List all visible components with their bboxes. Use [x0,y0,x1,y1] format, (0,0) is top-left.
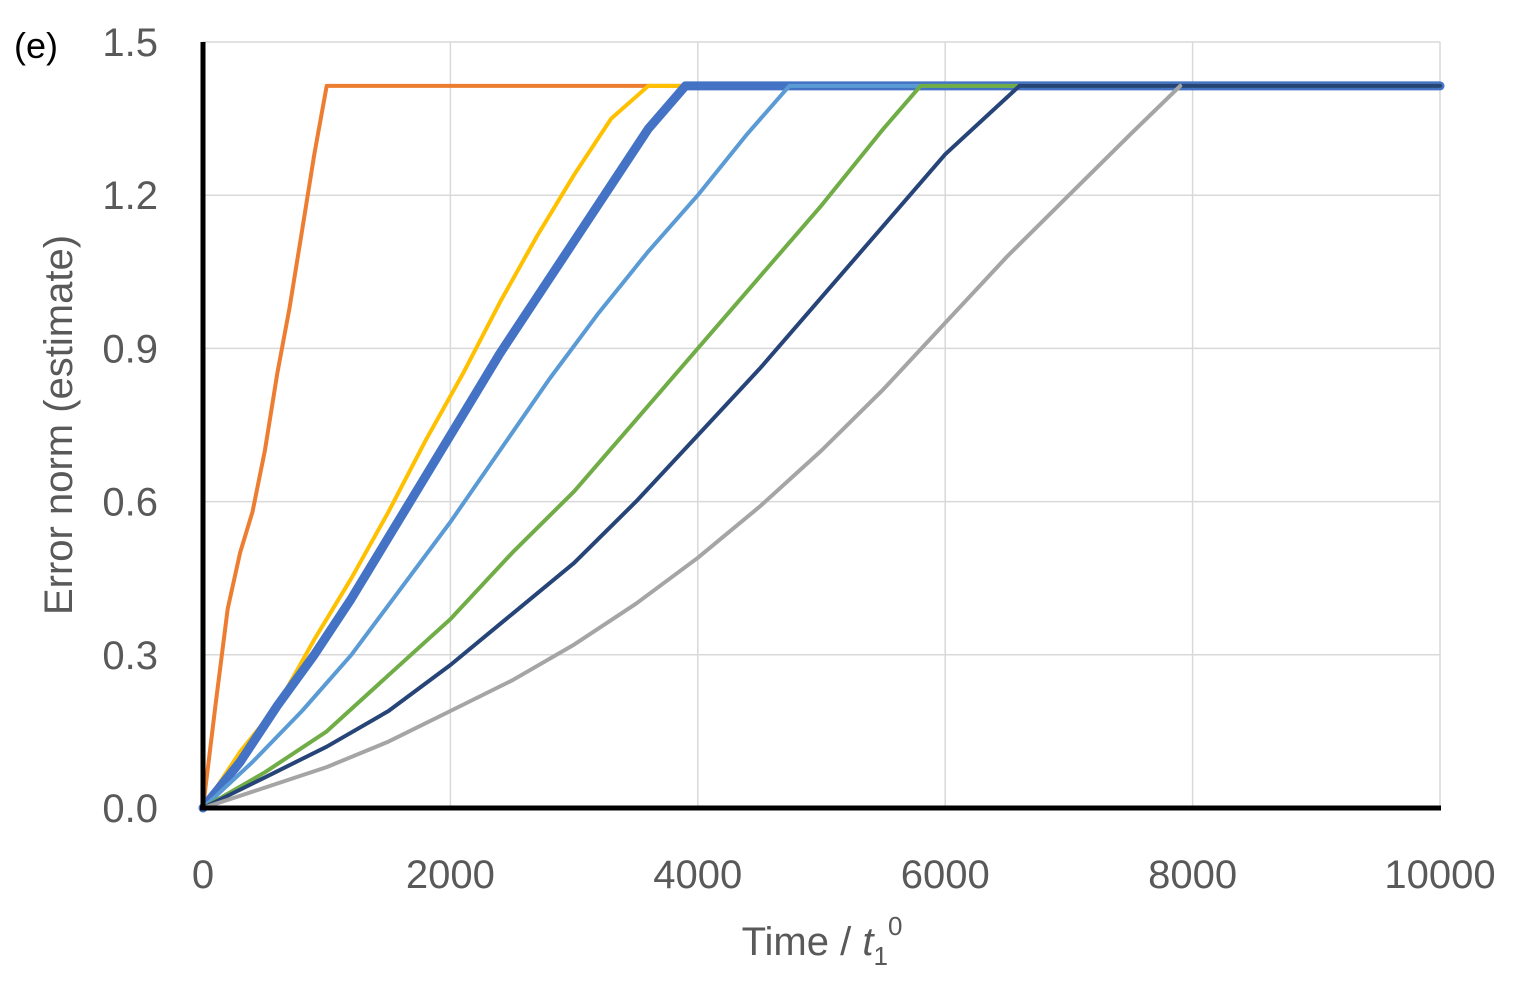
series-line-6 [201,83,1442,810]
series-line-2 [201,83,1442,810]
y-tick-label: 1.5 [102,21,158,65]
x-tick-label: 4000 [653,853,742,897]
x-axis-title-prefix: Time / [742,920,863,964]
panel-label: (e) [14,25,58,66]
x-tick-label: 2000 [406,853,495,897]
series-line-4 [201,83,1442,810]
series-line-3 [198,81,1445,813]
x-tick-label: 8000 [1148,853,1237,897]
series-line-5 [201,83,1442,810]
series-line-1 [201,83,1442,810]
x-tick-label: 10000 [1384,853,1495,897]
x-tick-label: 6000 [901,853,990,897]
y-tick-label: 0.0 [102,787,158,831]
gridlines [202,41,1441,809]
series-line-7 [201,83,1183,810]
x-axis-title-superscript: 0 [888,911,902,941]
plot-series [198,81,1445,813]
y-tick-label: 1.2 [102,174,158,218]
axes [200,42,1441,811]
x-axis-title: Time / t10 [742,911,903,971]
x-axis-title-subscript: 1 [873,941,887,971]
y-tick-label: 0.3 [102,634,158,678]
y-tick-label: 0.6 [102,481,158,525]
y-axis-title: Error norm (estimate) [37,235,81,615]
y-tick-label: 0.9 [102,327,158,371]
tick-labels: 0.0 0.3 0.6 0.9 1.2 1.5 0 2000 4000 6000 8000 10000 [102,21,1495,897]
x-axis-title-variable: t [862,920,875,964]
x-tick-label: 0 [192,853,214,897]
